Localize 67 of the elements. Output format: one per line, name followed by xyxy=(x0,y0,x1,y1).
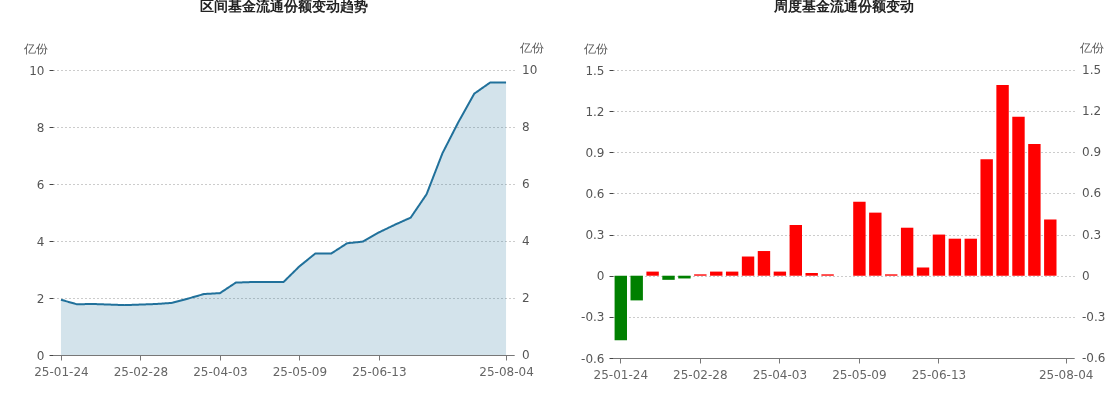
y-tick-label: -0.3 xyxy=(581,310,605,325)
bar xyxy=(630,275,643,301)
y2-tick-label: 2 xyxy=(522,291,530,305)
x-tick-label: 25-06-13 xyxy=(352,364,407,379)
bar xyxy=(900,227,914,276)
x-tick-label: 25-06-13 xyxy=(911,367,967,382)
bar xyxy=(646,271,659,276)
y2-axis-title: 亿份 xyxy=(519,41,544,55)
bar xyxy=(614,275,627,341)
bar xyxy=(1044,219,1057,276)
x-tick-label: 25-08-04 xyxy=(479,364,534,379)
x-tick-label: 25-02-28 xyxy=(673,367,728,382)
bar xyxy=(964,238,977,276)
y-tick-label: 0.6 xyxy=(585,186,605,201)
y2-axis-title: 亿份 xyxy=(1079,41,1104,55)
bar xyxy=(757,251,771,276)
bar xyxy=(916,267,930,276)
y-tick-label: 0 xyxy=(36,348,45,363)
x-tick-label: 25-08-04 xyxy=(1038,367,1094,382)
y2-tick-label: 0.9 xyxy=(1082,145,1102,160)
y2-tick-label: 10 xyxy=(522,63,538,77)
bar xyxy=(789,224,802,276)
bar xyxy=(932,234,946,276)
bar xyxy=(869,212,882,276)
x-tick-label: 25-04-03 xyxy=(193,364,248,379)
y2-tick-label: 0.6 xyxy=(1082,186,1102,201)
y-tick-label: 10 xyxy=(29,63,45,78)
y2-tick-label: 0 xyxy=(522,348,530,362)
bar xyxy=(741,256,755,276)
x-tick-label: 25-05-09 xyxy=(272,364,328,379)
y-tick-label: 0.3 xyxy=(585,228,605,243)
x-tick-label: 25-01-24 xyxy=(593,367,649,382)
y2-tick-label: 4 xyxy=(522,234,530,248)
y-tick-label: 8 xyxy=(36,120,45,135)
y-tick-label: 0 xyxy=(596,269,605,284)
x-tick-label: 25-01-24 xyxy=(34,364,89,379)
bar xyxy=(710,271,723,276)
y2-tick-label: 0.3 xyxy=(1082,227,1102,242)
bar xyxy=(996,85,1009,276)
bar xyxy=(805,272,818,276)
y-tick-label: 0.9 xyxy=(585,145,605,160)
y2-tick-label: 0 xyxy=(1082,268,1090,283)
y-tick-label: 2 xyxy=(36,291,45,306)
x-tick-label: 25-04-03 xyxy=(752,367,808,382)
bar xyxy=(1028,144,1041,276)
bar xyxy=(853,201,866,276)
y-tick-label: 1.5 xyxy=(585,63,605,78)
bar xyxy=(662,275,675,280)
y-axis-title: 亿份 xyxy=(582,41,608,56)
y-tick-label: 4 xyxy=(36,234,45,249)
y2-tick-label: 6 xyxy=(522,177,530,191)
y2-tick-label: 1.5 xyxy=(1082,63,1102,77)
y2-tick-label: 1.2 xyxy=(1082,104,1102,119)
bar xyxy=(1012,116,1025,276)
y-tick-label: -0.6 xyxy=(581,351,605,366)
x-tick-label: 25-02-28 xyxy=(113,364,169,379)
y-axis-title: 亿份 xyxy=(22,41,48,56)
y2-tick-label: -0.6 xyxy=(1082,351,1106,365)
bar xyxy=(948,238,962,276)
x-tick-label: 25-05-09 xyxy=(832,367,887,382)
y-tick-label: 6 xyxy=(36,177,45,192)
y-tick-label: 1.2 xyxy=(585,104,605,119)
bar xyxy=(725,271,739,276)
bar xyxy=(980,159,993,276)
y2-tick-label: 8 xyxy=(522,120,530,134)
y2-tick-label: -0.3 xyxy=(1082,309,1106,324)
bar xyxy=(773,271,787,276)
